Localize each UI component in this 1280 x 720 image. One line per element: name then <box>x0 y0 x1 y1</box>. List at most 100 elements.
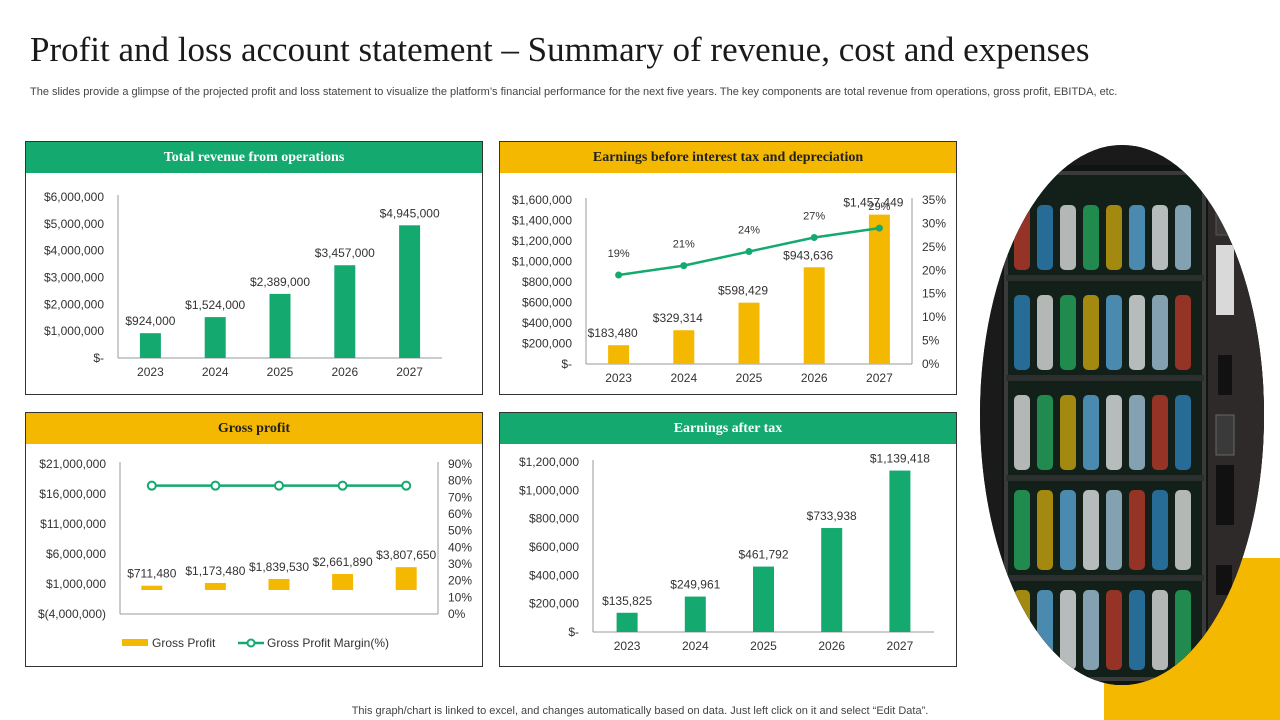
y-tick-label: $600,000 <box>522 296 572 310</box>
bottle <box>1152 590 1168 670</box>
x-tick-label: 2025 <box>267 365 294 379</box>
eat-panel-title: Earnings after tax <box>500 413 956 444</box>
gross-profit-panel-title: Gross profit <box>26 413 482 444</box>
bar-value-label: $329,314 <box>653 311 703 325</box>
bar-value-label: $2,389,000 <box>250 275 310 289</box>
revenue-chart: $- $1,000,000 $2,000,000 $3,000,000 $4,000,0… <box>44 190 442 379</box>
bottle <box>1037 490 1053 570</box>
bar-2027 <box>868 214 890 364</box>
line-marker <box>401 480 412 491</box>
y-tick-label: $800,000 <box>529 512 579 526</box>
x-tick-label: 2027 <box>396 365 423 379</box>
y-tick-label: $1,600,000 <box>512 193 572 207</box>
line-marker <box>210 480 221 491</box>
x-tick-label: 2026 <box>818 639 845 653</box>
y-tick-label: $- <box>561 357 572 371</box>
bottle <box>1083 590 1099 670</box>
line-marker <box>810 233 818 241</box>
vending-machine-photo <box>980 145 1264 685</box>
bottle <box>1152 295 1168 370</box>
y-tick-label: $1,200,000 <box>512 234 572 248</box>
bar-value-label: $1,139,418 <box>870 452 930 466</box>
bottle <box>1129 590 1145 670</box>
x-tick-label: 2023 <box>605 371 632 385</box>
y-tick-label: $4,000,000 <box>44 244 104 258</box>
line-marker <box>146 480 157 491</box>
revenue-panel: Total revenue from operations $- $1,000,0… <box>25 141 483 395</box>
y2-tick-label: 70% <box>448 490 472 504</box>
bar-2026 <box>821 528 843 632</box>
y-tick-label: $21,000,000 <box>39 457 106 471</box>
bottle <box>1152 205 1168 270</box>
bar-value-label: $943,636 <box>783 248 833 262</box>
bar-value-label: $1,173,480 <box>185 564 245 578</box>
line-value-label: 27% <box>803 210 825 222</box>
bottle <box>1060 490 1076 570</box>
y2-tick-label: 90% <box>448 457 472 471</box>
bottle <box>1014 205 1030 270</box>
bottle <box>1014 590 1030 670</box>
bottle <box>1014 490 1030 570</box>
bottle <box>1129 295 1145 370</box>
y-tick-label: $1,000,000 <box>46 577 106 591</box>
y2-tick-label: 40% <box>448 540 472 554</box>
gross-profit-panel: Gross profit $(4,000,000) $1,000,000 $6,00… <box>25 412 483 667</box>
bottle <box>1083 205 1099 270</box>
y-tick-label: $2,000,000 <box>44 297 104 311</box>
bottle <box>1106 395 1122 470</box>
x-tick-label: 2023 <box>614 639 641 653</box>
bar-2024 <box>204 582 226 590</box>
bottle <box>1106 205 1122 270</box>
bar-2023 <box>139 333 161 358</box>
x-tick-label: 2025 <box>736 371 763 385</box>
y-tick-label: $16,000,000 <box>39 487 106 501</box>
bottle <box>1175 490 1191 570</box>
bottle <box>1083 395 1099 470</box>
bar-value-label: $733,938 <box>807 509 857 523</box>
page-subtitle: The slides provide a glimpse of the proj… <box>30 86 1118 98</box>
bar-2026 <box>803 267 825 364</box>
y2-tick-label: 20% <box>922 263 946 277</box>
y-tick-label: $6,000,000 <box>46 547 106 561</box>
y-tick-label: $1,000,000 <box>44 324 104 338</box>
line-value-label: 19% <box>608 248 630 260</box>
bottle <box>1106 590 1122 670</box>
bar-2025 <box>268 578 290 590</box>
y-tick-label: $400,000 <box>522 316 572 330</box>
y-tick-label: $200,000 <box>529 597 579 611</box>
y2-tick-label: 80% <box>448 474 472 488</box>
y-tick-label: $1,000,000 <box>519 483 579 497</box>
y-tick-label: $- <box>93 351 104 365</box>
x-tick-label: 2027 <box>887 639 914 653</box>
y2-tick-label: 0% <box>448 607 466 621</box>
y-tick-label: $(4,000,000) <box>38 607 106 621</box>
y2-tick-label: 60% <box>448 507 472 521</box>
bar-2024 <box>684 596 706 632</box>
line-marker <box>680 262 688 270</box>
y2-tick-label: 50% <box>448 524 472 538</box>
bar-2025 <box>738 302 760 364</box>
line-value-label: 29% <box>868 201 890 213</box>
y-tick-label: $1,200,000 <box>519 455 579 469</box>
legend-bar-swatch <box>122 639 148 646</box>
x-tick-label: 2027 <box>866 371 893 385</box>
bar-value-label: $2,661,890 <box>313 555 373 569</box>
bottle <box>1083 490 1099 570</box>
x-tick-label: 2023 <box>137 365 164 379</box>
bar-value-label: $461,792 <box>738 548 788 562</box>
bar-2023 <box>608 345 630 364</box>
line-value-label: 24% <box>738 225 760 237</box>
bar-value-label: $3,807,650 <box>376 548 436 562</box>
bottle <box>1037 295 1053 370</box>
line-value-label: 21% <box>673 239 695 251</box>
y-tick-label: $- <box>568 625 579 639</box>
y-tick-label: $3,000,000 <box>44 271 104 285</box>
bottle <box>1129 205 1145 270</box>
x-tick-label: 2024 <box>682 639 709 653</box>
bottle <box>1175 590 1191 670</box>
eat-chart: $- $200,000 $400,000 $600,000 $800,000 $1,000… <box>519 452 934 653</box>
bar-value-label: $249,961 <box>670 578 720 592</box>
y2-tick-label: 30% <box>448 557 472 571</box>
ebitda-panel: Earnings before interest tax and depreci… <box>499 141 957 395</box>
footer-note: This graph/chart is linked to excel, and… <box>351 705 929 717</box>
